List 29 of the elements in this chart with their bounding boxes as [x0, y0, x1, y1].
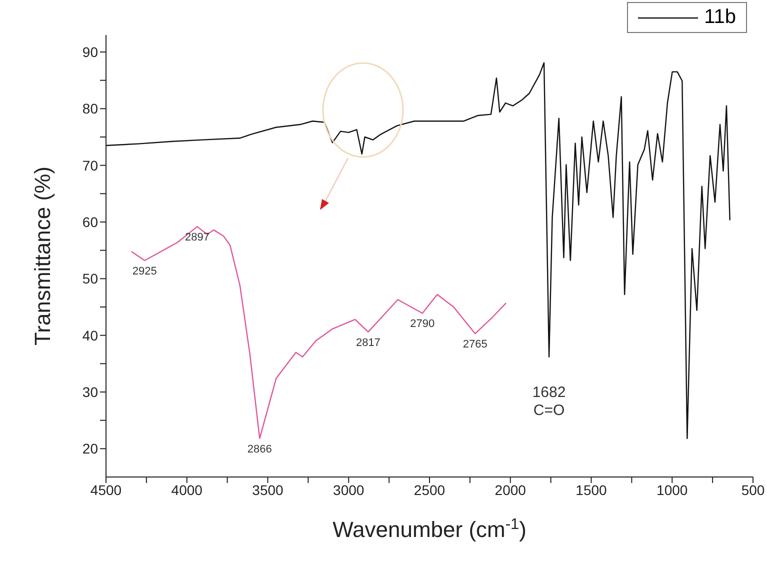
annotation: 2897 [184, 232, 210, 244]
annotation: 1682 C=O [532, 384, 566, 419]
y-axis-title: Transmittance (%) [30, 166, 55, 346]
annotation: 2817 [356, 336, 380, 349]
line-series [130, 226, 507, 440]
x-tick-label: 3000 [333, 482, 364, 498]
y-tick-label: 30 [82, 384, 98, 400]
x-axis-title: Wavenumber (cm$^{-1}$) [332, 516, 526, 542]
x-tick-label: 500 [741, 482, 765, 498]
x-tick-label: 2000 [494, 482, 526, 498]
x-tick-label: 4500 [90, 482, 122, 498]
y-tick-label: 80 [82, 100, 98, 117]
annotation: 2790 [410, 318, 435, 330]
x-tick-label: 1000 [656, 482, 688, 498]
line-series [106, 62, 730, 440]
y-tick-label: 60 [82, 214, 98, 230]
y-tick-label: 90 [82, 44, 98, 60]
x-tick-label: 2500 [414, 482, 446, 498]
x-tick-label: 4000 [171, 482, 203, 498]
x-tick-label: 1500 [576, 482, 608, 498]
annotation: 2765 [462, 338, 488, 351]
annotation: 2866 [247, 443, 272, 456]
y-tick-label: 20 [82, 440, 98, 457]
y-tick-label: 50 [82, 270, 98, 287]
annotation: 2925 [132, 266, 157, 278]
legend-label: 11b [704, 6, 736, 29]
x-tick-label: 3500 [252, 482, 284, 498]
y-tick-label: 70 [82, 157, 98, 174]
y-tick-label: 40 [82, 327, 98, 344]
